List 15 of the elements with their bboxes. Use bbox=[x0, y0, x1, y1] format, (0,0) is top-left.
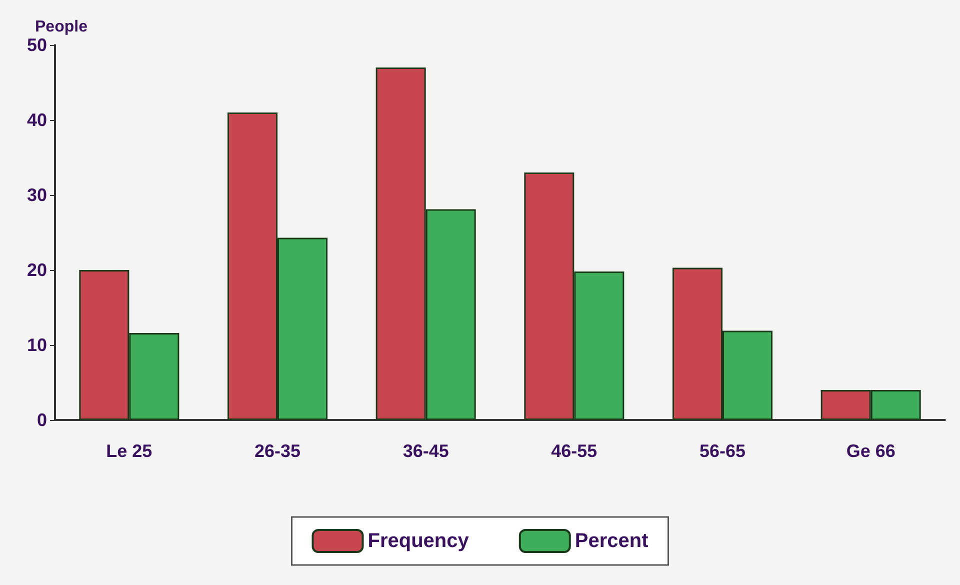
x-tick-label: Ge 66 bbox=[846, 441, 896, 461]
y-tick-label: 10 bbox=[26, 335, 47, 355]
x-tick-label: 46-55 bbox=[551, 441, 598, 461]
y-tick-label: 20 bbox=[26, 260, 47, 280]
y-tick-label: 40 bbox=[26, 110, 47, 130]
legend-label: Percent bbox=[574, 530, 649, 552]
y-tick-label: 0 bbox=[36, 410, 47, 430]
x-tick-label: 56-65 bbox=[699, 441, 746, 461]
x-tick-label: 36-45 bbox=[402, 441, 449, 461]
legend-label: Frequency bbox=[368, 530, 470, 552]
x-tick-label: 26-35 bbox=[254, 441, 301, 461]
y-tick-label: 50 bbox=[26, 35, 47, 55]
y-tick-label: 30 bbox=[26, 185, 47, 205]
x-tick-label: Le 25 bbox=[106, 441, 152, 461]
y-axis-title: People bbox=[35, 18, 88, 36]
